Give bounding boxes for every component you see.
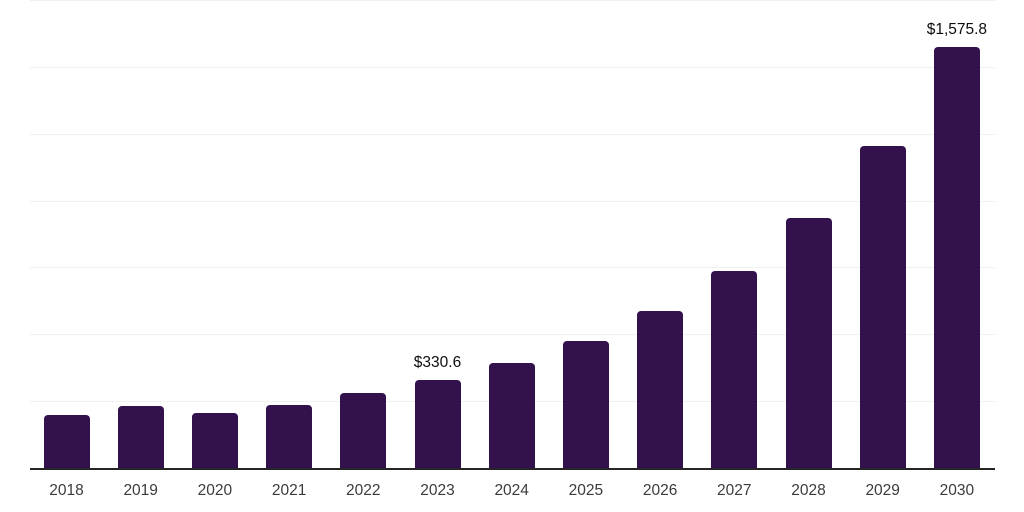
bar-value-label: $1,575.8 [926,20,988,38]
bar-2019 [117,405,164,468]
x-tick-label: 2018 [49,482,84,499]
bar-2030 [933,46,980,468]
gridline [30,0,995,1]
gridline [30,200,995,202]
bar-2021 [266,405,313,468]
gridline [30,66,995,68]
x-tick-label: 2028 [791,482,826,499]
bar-2018 [43,415,90,468]
bar-2020 [191,412,238,468]
x-tick-label: 2022 [346,482,381,499]
x-axis: 2018 2019 2020 2021 2022 2023 2024 2025 2026 2027… [30,481,995,505]
x-tick-label: 2021 [271,482,307,499]
gridline [30,267,995,269]
bar-2022 [340,392,387,468]
bar-value-label: $330.6 [413,353,462,371]
x-tick-label: 2027 [717,482,752,499]
bar-2029 [859,146,906,468]
x-tick-label: 2023 [420,482,455,499]
x-tick-label: 2030 [939,482,975,499]
bar-2025 [562,340,609,468]
bar-2024 [488,363,535,468]
bar-2028 [785,218,832,468]
gridline [30,334,995,336]
plot-area: $330.6 $1,575.8 [30,0,995,470]
x-tick-label: 2025 [568,482,604,499]
x-tick-label: 2020 [197,482,233,499]
bar-2026 [637,311,684,468]
x-tick-label: 2019 [123,482,158,499]
bar-2023 [414,379,461,468]
x-tick-label: 2026 [642,482,678,499]
x-tick-label: 2029 [865,482,900,499]
gridline [30,133,995,135]
bar-2027 [711,271,758,468]
x-tick-label: 2024 [494,482,529,499]
